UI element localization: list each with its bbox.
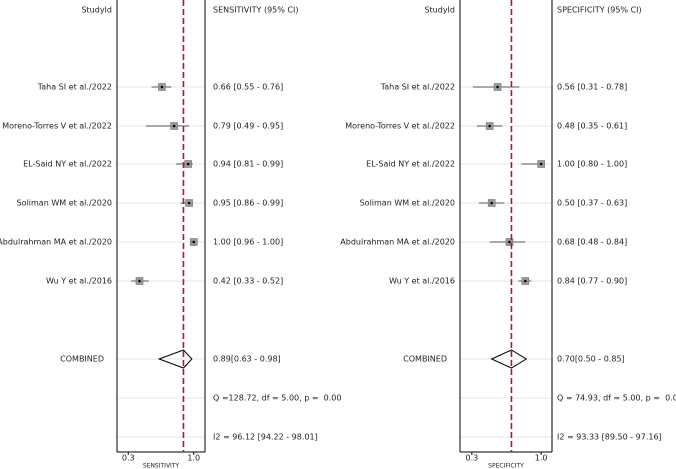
study-label: Abdulrahman MA et al./2020 xyxy=(340,238,455,247)
i2: I2 = 96.12 [94.22 - 98.01] xyxy=(213,433,318,442)
estimate-label: 0.56 [0.31 - 0.78] xyxy=(557,83,627,92)
x-axis-title: SPECIFICITY xyxy=(488,463,524,469)
estimate-label: 0.95 [0.86 - 0.99] xyxy=(213,199,283,208)
study-label: Abdulrahman MA et al./2020 xyxy=(0,238,112,247)
combined-estimate: 0.70[0.50 - 0.85] xyxy=(557,355,625,364)
column-header: SPECIFICITY (95% CI) xyxy=(557,6,642,15)
combined-diamond xyxy=(490,349,528,369)
point-dot xyxy=(186,162,190,166)
study-label: EL-Said NY et al./2022 xyxy=(23,160,112,169)
i2: I2 = 93.33 [89.50 - 97.16] xyxy=(557,433,662,442)
study-label: Moreno-Torres V et al./2022 xyxy=(2,122,112,131)
point-dot xyxy=(192,240,196,244)
combined-estimate: 0.89[0.63 - 0.98] xyxy=(213,355,281,364)
point-dot xyxy=(187,201,191,205)
study-label: Taha SI et al./2022 xyxy=(380,83,455,92)
estimate-label: 1.00 [0.80 - 1.00] xyxy=(557,160,627,169)
study-label: Taha SI et al./2022 xyxy=(37,83,112,92)
estimate-label: 0.79 [0.49 - 0.95] xyxy=(213,122,283,131)
x-tick-label: 1.0 xyxy=(535,454,548,463)
point-dot xyxy=(488,124,491,128)
study-label: Wu Y et al./2016 xyxy=(389,277,455,286)
point-dot xyxy=(539,162,543,166)
study-label: Wu Y et al./2016 xyxy=(46,277,112,286)
x-tick-label: 0.3 xyxy=(122,454,135,463)
combined-label: COMBINED xyxy=(60,355,104,364)
estimate-label: 0.84 [0.77 - 0.90] xyxy=(557,277,627,286)
heterogeneity: Q =128.72, df = 5.00, p = 0.00 xyxy=(213,394,341,403)
estimate-label: 1.00 [0.96 - 1.00] xyxy=(213,238,283,247)
point-dot xyxy=(138,279,141,283)
study-label: Moreno-Torres V et al./2022 xyxy=(345,122,455,131)
estimate-label: 0.68 [0.48 - 0.84] xyxy=(557,238,627,247)
column-header: StudyId xyxy=(424,6,455,15)
heterogeneity: Q = 74.93, df = 5.00, p = 0.00 xyxy=(557,394,676,403)
point-dot xyxy=(160,85,164,89)
point-dot xyxy=(172,124,176,128)
x-axis-title: SENSITIVITY xyxy=(143,463,180,469)
x-tick-label: 1.0 xyxy=(187,454,200,463)
column-header: StudyId xyxy=(81,6,112,15)
combined-label: COMBINED xyxy=(403,355,447,364)
study-label: EL-Said NY et al./2022 xyxy=(366,160,455,169)
study-label: Soliman WM et al./2020 xyxy=(360,199,455,208)
point-dot xyxy=(508,240,511,244)
column-header: SENSITIVITY (95% CI) xyxy=(213,6,298,15)
estimate-label: 0.42 [0.33 - 0.52] xyxy=(213,277,283,286)
point-dot xyxy=(490,201,493,205)
estimate-label: 0.48 [0.35 - 0.61] xyxy=(557,122,627,131)
estimate-label: 0.66 [0.55 - 0.76] xyxy=(213,83,283,92)
point-dot xyxy=(523,279,527,283)
point-dot xyxy=(496,85,499,89)
combined-diamond xyxy=(157,349,193,369)
study-label: Soliman WM et al./2020 xyxy=(17,199,112,208)
estimate-label: 0.50 [0.37 - 0.63] xyxy=(557,199,627,208)
x-tick-label: 0.3 xyxy=(466,454,479,463)
estimate-label: 0.94 [0.81 - 0.99] xyxy=(213,160,283,169)
